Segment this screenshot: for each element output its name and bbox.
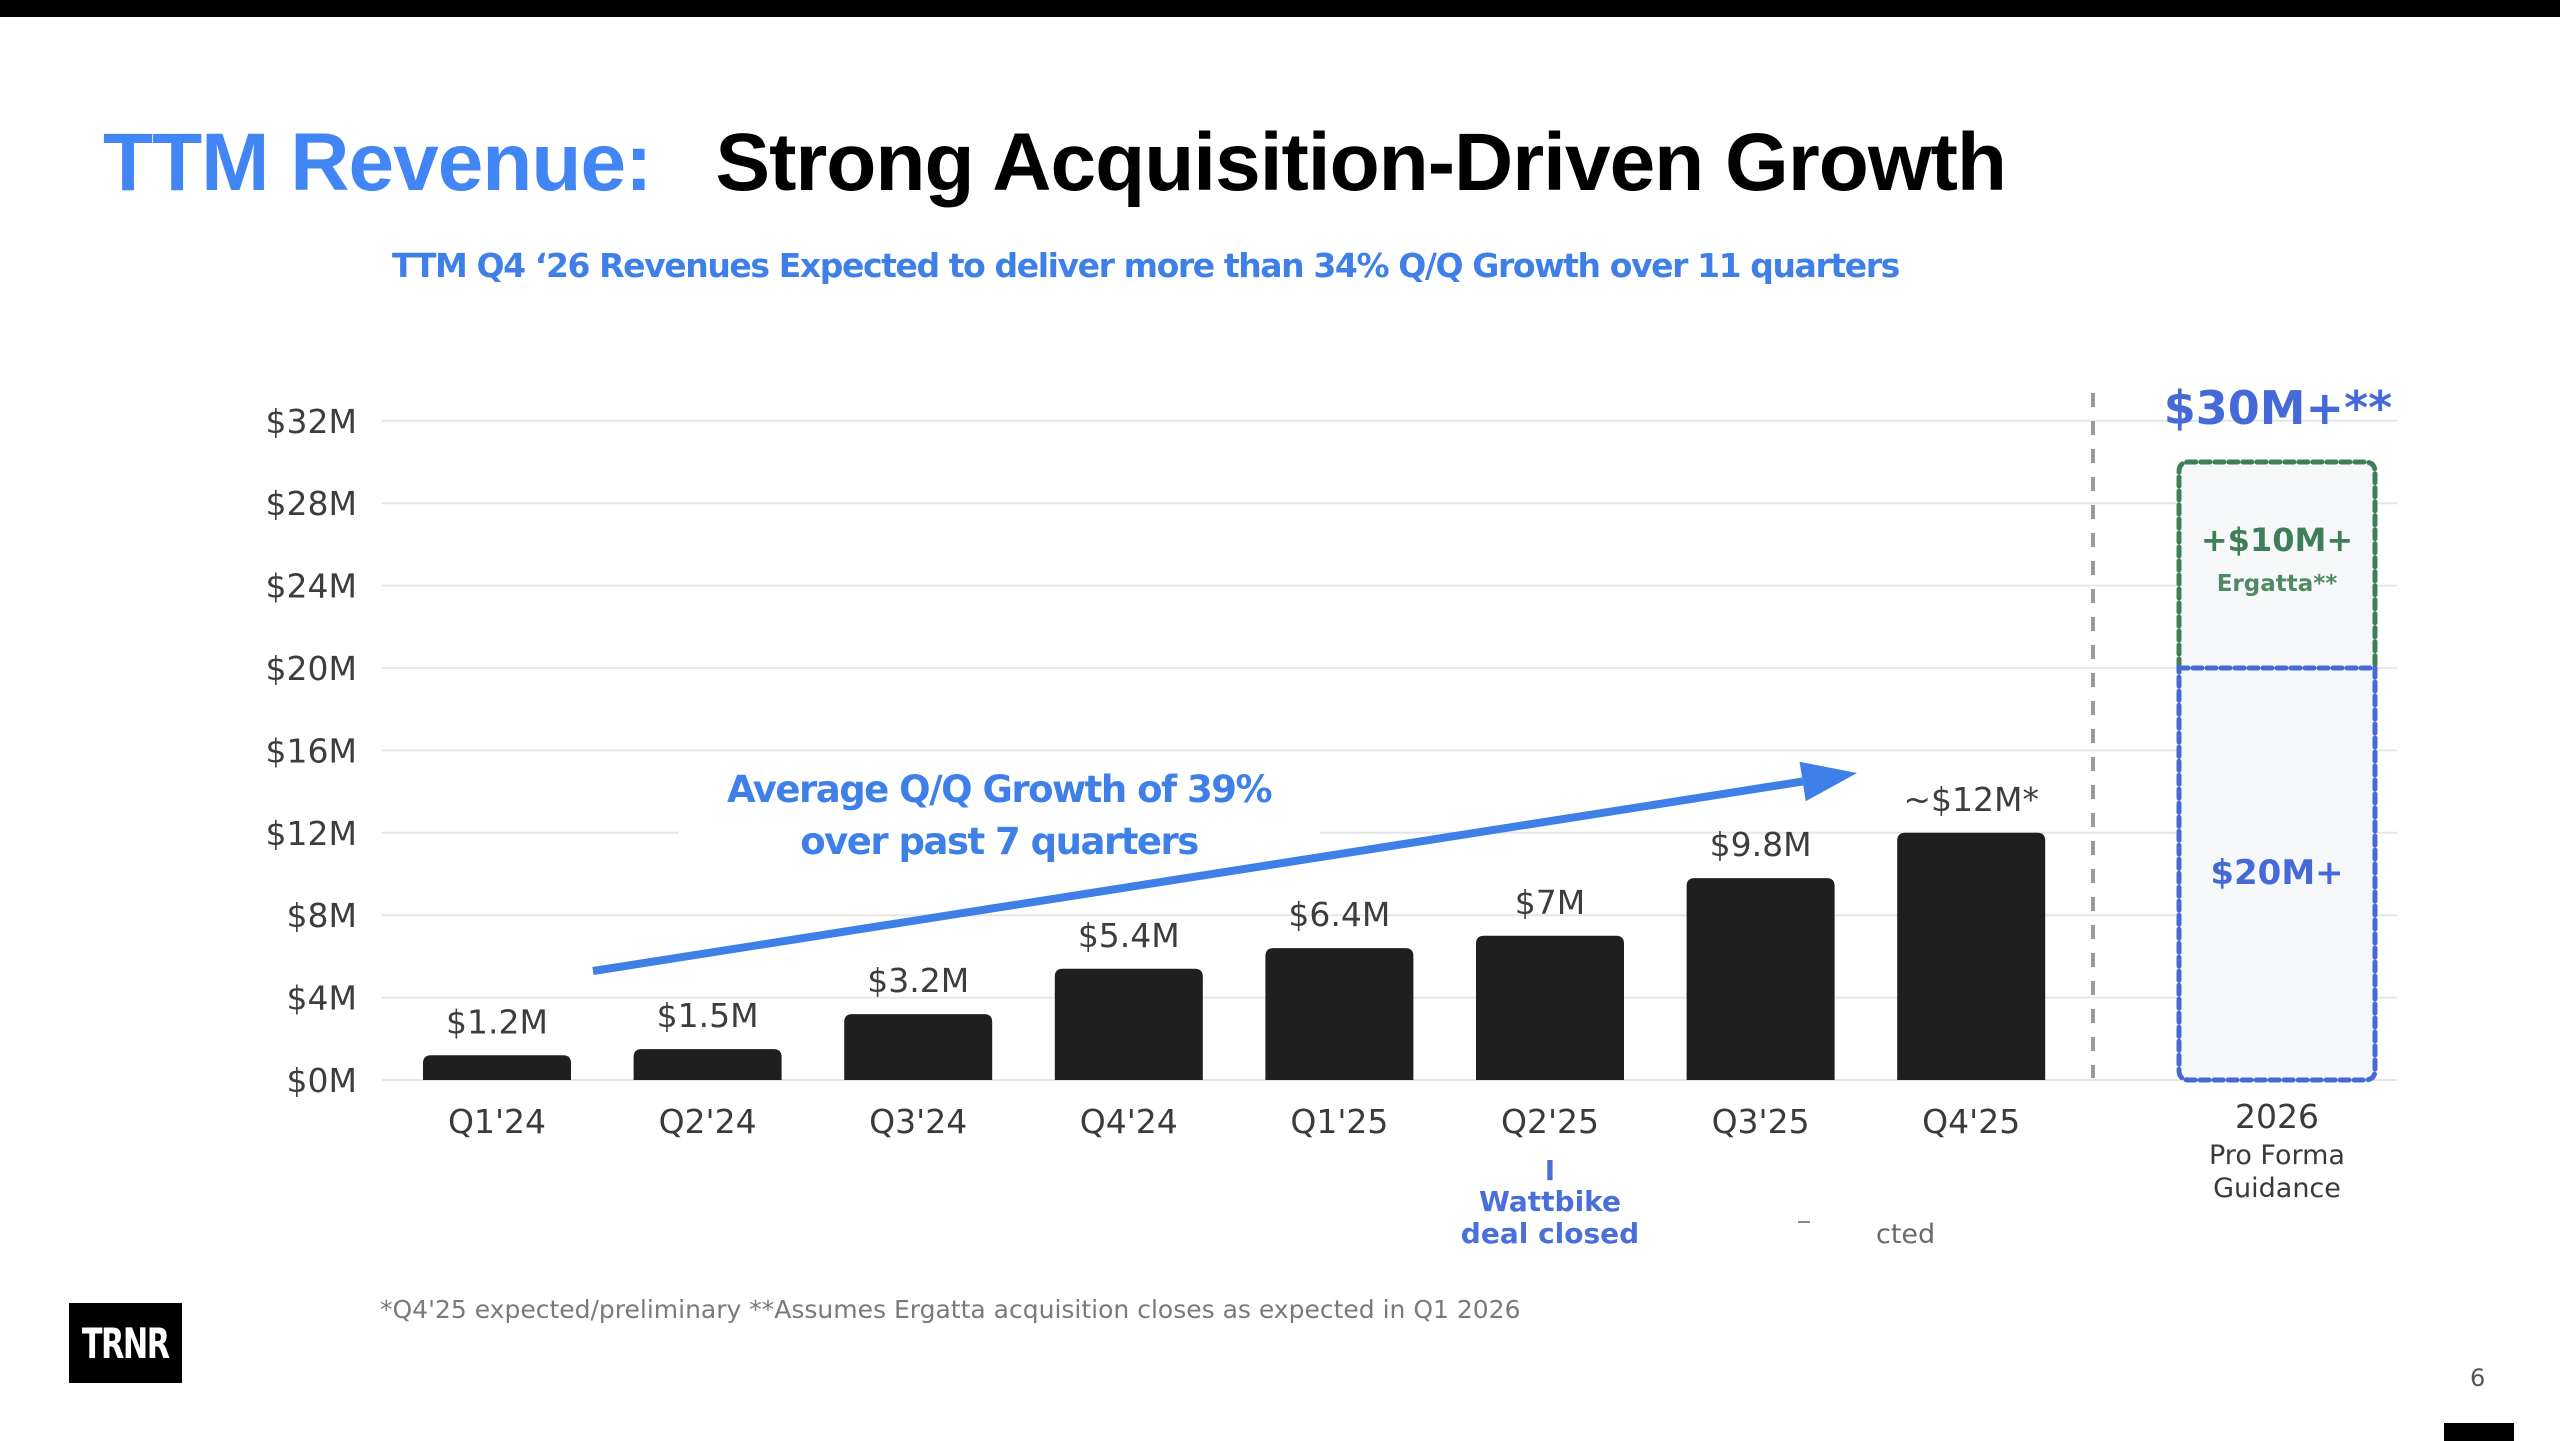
value-label: $9.8M	[1710, 825, 1812, 864]
bar	[1054, 968, 1203, 1080]
value-label: ~$12M*	[1903, 780, 2039, 819]
event-marker: I	[1545, 1154, 1555, 1187]
y-tick-label: $0M	[287, 1061, 357, 1100]
bar	[844, 1014, 993, 1080]
slide-title: TTM Revenue: Strong Acquisition-Driven Gr…	[103, 122, 2007, 204]
base-segment-label: $20M+	[2210, 853, 2343, 893]
value-label: $1.5M	[657, 996, 759, 1035]
event-annotation-text: Wattbike	[1479, 1185, 1621, 1218]
y-tick-label: $28M	[266, 484, 357, 523]
x-axis-ticks: Q1'24 Q2'24 Q3'24 Q4'24 Q1'25 Q2'25 Q3'25 Q4'25	[448, 1102, 2020, 1141]
guidance-background	[2179, 462, 2375, 1080]
bar	[633, 1049, 782, 1080]
bar	[1265, 948, 1414, 1080]
value-label: $1.2M	[446, 1002, 548, 1041]
value-label: $5.4M	[1078, 916, 1180, 955]
bar	[1686, 878, 1835, 1080]
logo-text: TRNR	[82, 1318, 170, 1368]
guidance-category-label: 2026	[2235, 1097, 2319, 1136]
value-label: $3.2M	[867, 961, 969, 1000]
ergatta-segment-sublabel: Ergatta**	[2217, 571, 2338, 597]
page-number: 6	[2470, 1364, 2486, 1392]
top-bar	[0, 0, 2560, 17]
bars	[423, 832, 2046, 1080]
x-tick-label: Q3'24	[869, 1102, 967, 1141]
ergatta-segment-label: +$10M+	[2201, 521, 2353, 559]
x-tick-label: Q3'25	[1712, 1102, 1810, 1141]
bar	[1476, 935, 1624, 1080]
y-tick-label: $32M	[266, 402, 357, 441]
y-axis-ticks: $0M $4M $8M $12M $16M $20M $24M $28M $32M	[266, 402, 357, 1100]
partial-text: cted	[1876, 1219, 1935, 1250]
ergatta-segment-box	[2176, 459, 2378, 671]
x-tick-label: Q1'25	[1290, 1102, 1388, 1141]
trend-annotation: Average Q/Q Growth of 39% over past 7 qua…	[592, 761, 1857, 975]
event-annotation-text: deal closed	[1461, 1217, 1639, 1250]
y-tick-label: $4M	[287, 979, 357, 1018]
guidance-column: $30M+** +$10M+ Ergatta** $20M+ 2026 Pro Forma…	[2164, 381, 2392, 1204]
y-tick-label: $12M	[266, 814, 357, 853]
y-tick-label: $8M	[287, 896, 357, 935]
trend-arrow-head	[1799, 761, 1857, 802]
value-labels: $1.2M $1.5M $3.2M $5.4M $6.4M $7M $9.8M ~$12M*	[446, 780, 2039, 1041]
trend-arrow-line	[592, 777, 1804, 975]
x-tick-label: Q4'25	[1922, 1102, 2020, 1141]
x-tick-label: Q1'24	[448, 1102, 546, 1141]
value-label: $7M	[1515, 883, 1585, 922]
trend-annotation-text: over past 7 quarters	[800, 820, 1198, 863]
value-label: $6.4M	[1288, 895, 1390, 934]
slide-subtitle: TTM Q4 ‘26 Revenues Expected to deliver …	[392, 246, 1900, 285]
x-tick-label: Q2'24	[659, 1102, 757, 1141]
company-logo: TRNR	[69, 1303, 182, 1383]
title-main: Strong Acquisition-Driven Growth	[715, 117, 2007, 208]
y-tick-label: $16M	[266, 731, 357, 770]
guidance-total-label: $30M+**	[2164, 381, 2392, 435]
corner-block	[2444, 1423, 2514, 1441]
title-accent: TTM Revenue:	[103, 117, 652, 208]
footnote: *Q4'25 expected/preliminary **Assumes Er…	[380, 1295, 1521, 1324]
bar	[1897, 832, 2046, 1080]
base-segment-box	[2176, 665, 2378, 1083]
x-tick-label: Q2'25	[1501, 1102, 1599, 1141]
bar	[423, 1055, 571, 1080]
guidance-category-subline: Pro Forma	[2209, 1140, 2345, 1171]
y-tick-label: $20M	[266, 649, 357, 688]
trend-annotation-text: Average Q/Q Growth of 39%	[727, 768, 1272, 811]
guidance-category-subline: Guidance	[2213, 1173, 2341, 1204]
y-tick-label: $24M	[266, 567, 357, 606]
x-tick-label: Q4'24	[1080, 1102, 1178, 1141]
